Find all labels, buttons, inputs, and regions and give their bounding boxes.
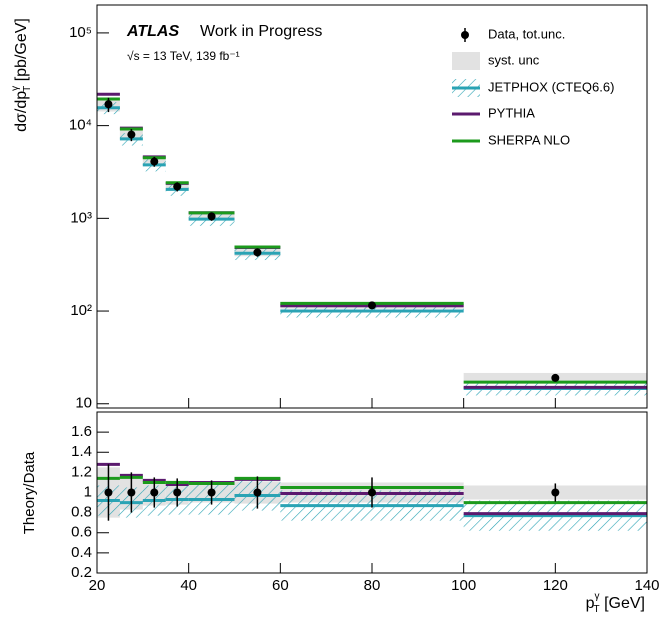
y-tick-label: 10⁴ (69, 117, 92, 134)
legend-entry: syst. unc (452, 52, 540, 70)
data-point (253, 488, 262, 497)
subtitle: Work in Progress (200, 23, 322, 40)
data-point (150, 488, 159, 497)
y-label-unit: [pb/GeV] (13, 18, 30, 86)
data-point (253, 248, 262, 257)
y-tick-label: 0.8 (71, 504, 92, 521)
y-tick-label: 1 (84, 483, 92, 500)
y-tick-label: 0.4 (71, 544, 92, 561)
data-point (551, 488, 560, 497)
x-tick-label: 80 (364, 577, 381, 594)
x-tick-label: 100 (451, 577, 476, 594)
y-label-main: dσ/dp (13, 91, 30, 132)
data-point (207, 488, 216, 497)
data-point (104, 488, 113, 497)
y-tick-label: 1.4 (71, 443, 92, 460)
legend-entry: Data, tot.unc. (461, 26, 565, 42)
legend-entry: JETPHOX (CTEQ6.6) (452, 79, 614, 97)
atlas-label: ATLAS (126, 23, 179, 40)
legend-marker (461, 31, 469, 39)
x-tick-label: 60 (272, 577, 289, 594)
legend-entry: PYTHIA (452, 105, 535, 120)
data-point (173, 488, 182, 497)
x-tick-label: 40 (180, 577, 197, 594)
y-tick-label: 10³ (70, 209, 92, 226)
legend-label: SHERPA NLO (488, 132, 570, 147)
y-tick-label: 10 (75, 395, 92, 412)
legend-label: JETPHOX (CTEQ6.6) (488, 79, 614, 94)
x-tick-label: 20 (89, 577, 106, 594)
data-point (368, 488, 376, 497)
x-label-sup: γ (595, 591, 600, 602)
annotation: √s = 13 TeV, 139 fb⁻¹ (127, 49, 240, 63)
y-label-sub: T (22, 86, 33, 92)
y-axis-label: dσ/dpγT [pb/GeV] (10, 18, 33, 132)
x-label-unit: [GeV] (600, 595, 645, 612)
data-point (368, 301, 376, 310)
x-label-sub: T (594, 604, 600, 615)
data-point (173, 182, 182, 191)
x-tick-label: 140 (634, 577, 659, 594)
y-label-sup: γ (10, 86, 21, 91)
x-axis-label: pγ T [GeV] (586, 591, 645, 615)
data-point (150, 157, 159, 166)
y-tick-label: 10⁵ (69, 24, 92, 41)
data-point (551, 373, 560, 382)
ratio-y-label: Theory/Data (21, 451, 38, 534)
x-label-main: p (586, 595, 595, 612)
legend-label: Data, tot.unc. (488, 26, 565, 41)
y-tick-label: 10² (70, 302, 92, 319)
y-tick-label: 0.6 (71, 524, 92, 541)
x-tick-label: 120 (543, 577, 568, 594)
bottom-frame (96, 411, 648, 574)
legend-label: syst. unc (488, 52, 540, 67)
legend-entry: SHERPA NLO (452, 132, 570, 147)
y-tick-label: 1.2 (71, 463, 92, 480)
data-point (104, 100, 113, 109)
legend-label: PYTHIA (488, 105, 535, 120)
data-point (207, 212, 216, 221)
data-point (127, 130, 136, 139)
data-point (127, 488, 136, 497)
y-tick-label: 0.2 (71, 564, 92, 581)
top-frame (96, 4, 648, 409)
y-tick-label: 1.6 (71, 423, 92, 440)
legend-marker (452, 52, 480, 70)
